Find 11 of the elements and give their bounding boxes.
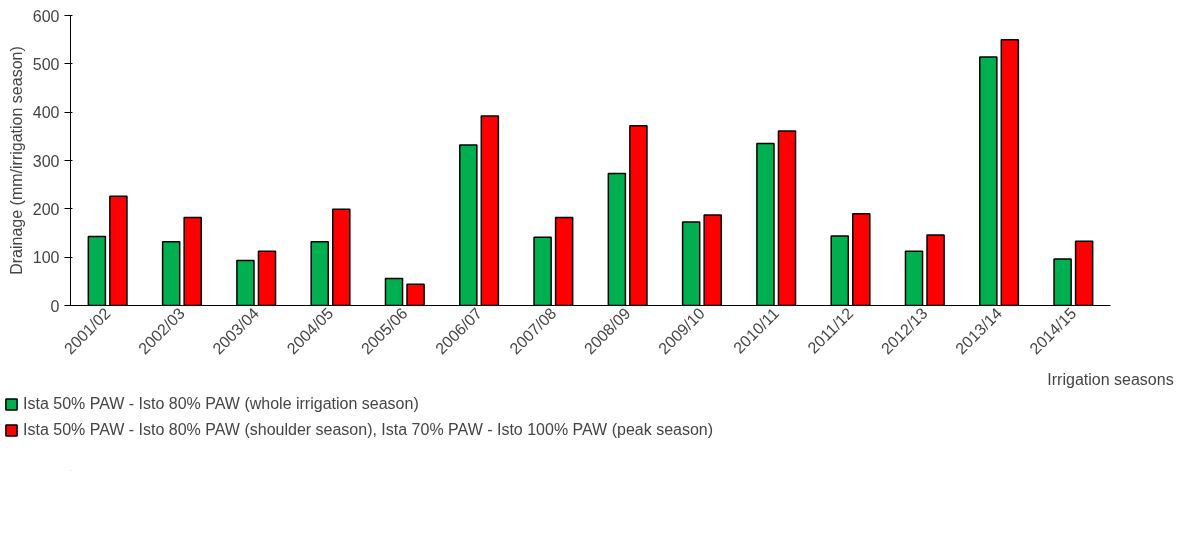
y-tick-label: 500 <box>32 55 60 73</box>
y-tick-label: 200 <box>32 200 60 218</box>
y-tick-label: 300 <box>32 152 60 170</box>
x-axis-title: Irrigation seasons <box>1047 371 1174 389</box>
y-tick-label: 400 <box>32 104 60 122</box>
legend-label: Ista 50% PAW - Isto 80% PAW (whole irrigation season) <box>23 395 419 413</box>
y-tick-label: 600 <box>32 7 60 25</box>
legend-label: Ista 50% PAW - Isto 80% PAW (shoulder season), Ista 70% PAW - Isto 100% PAW (peak season) <box>23 421 714 439</box>
y-tick-label: 100 <box>32 249 60 267</box>
y-axis-title: Drainage (mm/irrigation season) <box>7 46 25 275</box>
y-tick-label: 0 <box>50 297 60 315</box>
